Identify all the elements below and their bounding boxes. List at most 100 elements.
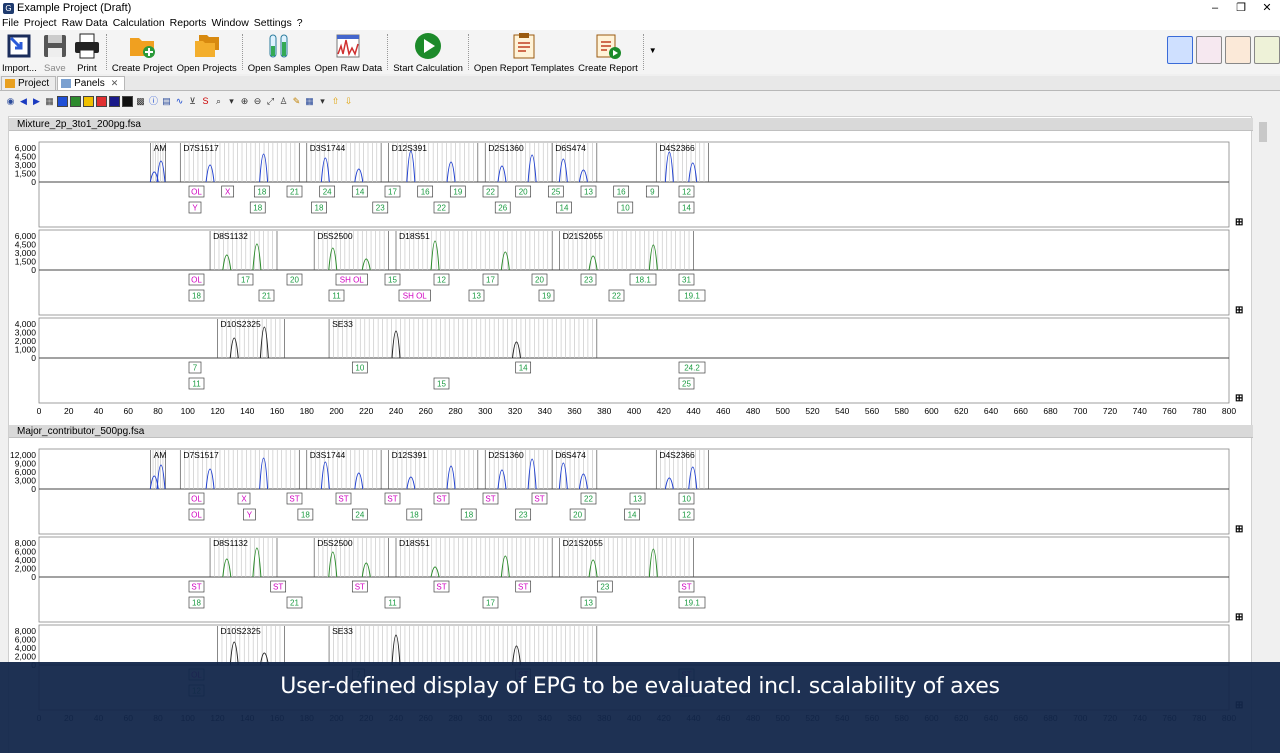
allele-call-label[interactable]: 12 — [678, 508, 695, 521]
allele-call-label[interactable]: OL — [188, 273, 205, 286]
allele-call-label[interactable]: ST — [482, 492, 499, 505]
peak-trace[interactable] — [446, 465, 456, 490]
peak-trace[interactable] — [328, 551, 338, 578]
menu-help[interactable]: ? — [296, 17, 303, 29]
peak-trace[interactable] — [222, 558, 232, 578]
allele-call-label[interactable]: 23 — [372, 201, 389, 214]
allele-call-label[interactable]: SH OL — [335, 273, 368, 286]
allele-call-label[interactable]: Y — [188, 201, 202, 214]
peak-trace[interactable] — [259, 652, 269, 666]
world-icon[interactable]: ◉ — [6, 95, 15, 106]
marker-label[interactable]: D7S1517 — [183, 450, 219, 460]
peak-trace[interactable] — [354, 472, 364, 490]
table-icon[interactable]: ▦ — [305, 95, 314, 106]
allele-call-label[interactable]: 26 — [494, 201, 511, 214]
create-report-button[interactable]: Create Report — [578, 30, 638, 74]
allele-call-label[interactable]: 22 — [482, 185, 499, 198]
marker-label[interactable]: D18S51 — [399, 538, 430, 548]
allele-call-label[interactable]: 14 — [624, 508, 640, 521]
allele-call-label[interactable]: 18 — [297, 508, 314, 521]
allele-call-label[interactable]: 19 — [449, 185, 466, 198]
filter-icon[interactable]: ⊻ — [189, 95, 196, 106]
peak-trace[interactable] — [430, 566, 440, 578]
allele-call-label[interactable]: 23 — [580, 273, 597, 286]
tab-panels[interactable]: Panels ✕ — [57, 76, 126, 90]
marker-label[interactable]: D3S1744 — [310, 450, 346, 460]
open-samples-button[interactable]: Open Samples — [248, 30, 311, 74]
peak-trace[interactable] — [361, 258, 371, 271]
allele-call-label[interactable]: 16 — [417, 185, 434, 198]
allele-call-label[interactable]: ST — [335, 492, 352, 505]
peak-trace[interactable] — [328, 247, 338, 271]
allele-call-label[interactable]: 22 — [433, 201, 450, 214]
allele-call-label[interactable]: 25 — [547, 185, 564, 198]
allele-call-label[interactable]: 18 — [311, 201, 327, 214]
menu-window[interactable]: Window — [211, 17, 249, 29]
allele-call-label[interactable]: 20 — [569, 508, 586, 521]
peak-trace[interactable] — [259, 326, 269, 359]
marker-label[interactable]: D8S1132 — [213, 538, 248, 548]
menu-reports[interactable]: Reports — [169, 17, 207, 29]
zoom-in-icon[interactable]: ⊕ — [240, 95, 249, 106]
peak-trace[interactable] — [500, 555, 510, 578]
allele-call-label[interactable]: 31 — [678, 273, 695, 286]
report-dropdown-icon[interactable]: ▼ — [648, 46, 657, 55]
allele-call-label[interactable]: 18 — [460, 508, 477, 521]
allele-call-label[interactable]: 17 — [482, 596, 499, 609]
allele-call-label[interactable]: 18 — [249, 201, 266, 214]
allele-call-label[interactable]: 11 — [188, 377, 205, 390]
allele-call-label[interactable]: 23 — [515, 508, 532, 521]
allele-call-label[interactable]: 24.2 — [678, 361, 706, 374]
allele-call-label[interactable]: ST — [286, 492, 303, 505]
close-button[interactable]: ✕ — [1262, 2, 1272, 14]
note-icon[interactable]: ✎ — [292, 95, 301, 106]
allele-call-label[interactable]: 13 — [629, 492, 646, 505]
close-tab-icon[interactable]: ✕ — [110, 78, 119, 88]
allele-call-label[interactable]: 13 — [580, 185, 597, 198]
allele-call-label[interactable]: 20 — [515, 185, 532, 198]
arrow-up-icon[interactable]: ⇧ — [331, 95, 340, 106]
allele-call-label[interactable]: 17 — [384, 185, 401, 198]
allele-call-label[interactable]: 19.1 — [678, 596, 706, 609]
allele-call-label[interactable]: 7 — [188, 361, 202, 374]
peak-trace[interactable] — [430, 240, 440, 271]
peak-trace[interactable] — [578, 169, 588, 183]
family-perspective-icon[interactable] — [1196, 36, 1222, 64]
grid-icon[interactable]: ▦ — [45, 95, 54, 106]
peak-trace[interactable] — [497, 469, 507, 490]
peak-trace[interactable] — [558, 158, 568, 183]
allele-call-label[interactable]: ST — [678, 580, 695, 593]
import-button[interactable]: Import... — [2, 30, 37, 74]
peak-trace[interactable] — [252, 547, 262, 578]
expand-row-icon[interactable]: ⊞ — [1235, 305, 1243, 316]
peak-trace[interactable] — [648, 244, 658, 271]
peak-trace[interactable] — [156, 160, 166, 183]
allele-call-label[interactable]: 16 — [613, 185, 630, 198]
dye-color-toggle-3[interactable] — [96, 95, 107, 107]
stutter-icon[interactable]: S — [202, 95, 209, 106]
marker-label[interactable]: D21S2055 — [563, 231, 603, 241]
peak-trace[interactable] — [588, 255, 598, 271]
peak-trace[interactable] — [252, 243, 262, 271]
allele-call-label[interactable]: ST — [270, 580, 287, 593]
start-calculation-button[interactable]: Start Calculation — [393, 30, 463, 74]
marker-label[interactable]: D21S2055 — [563, 538, 603, 548]
peak-trace[interactable] — [497, 165, 507, 183]
peak-trace[interactable] — [205, 164, 215, 183]
peak-trace[interactable] — [320, 157, 330, 183]
save-button[interactable]: Save — [41, 30, 69, 74]
peak-trace[interactable] — [259, 153, 269, 183]
dye-color-toggle-4[interactable] — [109, 95, 120, 107]
allele-call-label[interactable]: X — [237, 492, 251, 505]
allele-call-label[interactable]: OL — [188, 492, 205, 505]
marker-label[interactable]: SE33 — [332, 319, 353, 329]
peak-trace[interactable] — [156, 464, 166, 490]
checker-icon[interactable]: ▩ — [136, 95, 145, 106]
marker-label[interactable]: D5S2500 — [317, 231, 353, 241]
allele-call-label[interactable]: 22 — [608, 289, 625, 302]
peak-trace[interactable] — [527, 154, 537, 183]
allele-call-label[interactable]: X — [221, 185, 235, 198]
allele-call-label[interactable]: 9 — [645, 185, 659, 198]
allele-call-label[interactable]: ST — [384, 492, 401, 505]
peak-trace[interactable] — [558, 462, 568, 490]
